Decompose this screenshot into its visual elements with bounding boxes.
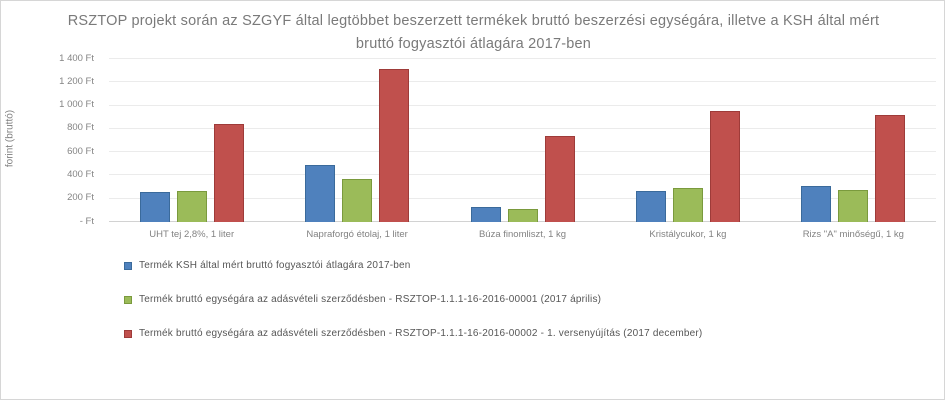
y-tick-label: 400 Ft xyxy=(67,168,94,180)
plot-area xyxy=(109,58,936,222)
x-category-label: Napraforgó étolaj, 1 liter xyxy=(306,229,408,240)
legend-item: Termék bruttó egységára az adásvételi sz… xyxy=(124,294,702,305)
gridline xyxy=(109,127,936,129)
legend-label: Termék bruttó egységára az adásvételi sz… xyxy=(139,328,703,339)
gridline xyxy=(109,197,936,199)
y-tick-label: 1 000 Ft xyxy=(59,99,94,111)
x-category-label: Rizs "A" minőségű, 1 kg xyxy=(802,229,904,240)
legend-swatch-icon xyxy=(124,295,132,304)
legend-label: Termék bruttó egységára az adásvételi sz… xyxy=(139,294,602,305)
gridline xyxy=(109,104,936,106)
y-tick-label: 1 200 Ft xyxy=(59,75,94,87)
bar xyxy=(875,115,906,222)
gridline xyxy=(109,81,936,83)
bar xyxy=(379,68,410,222)
legend-item: Termék bruttó egységára az adásvételi sz… xyxy=(124,328,702,339)
bar xyxy=(838,189,869,222)
legend-item: Termék KSH által mért bruttó fogyasztói … xyxy=(124,260,702,271)
bar-group xyxy=(440,59,605,222)
legend-swatch-icon xyxy=(124,261,132,270)
bar xyxy=(544,135,575,222)
gridline xyxy=(109,58,936,59)
bar xyxy=(176,190,207,222)
gridline xyxy=(109,151,936,153)
bar xyxy=(635,191,666,222)
legend-label: Termék KSH által mért bruttó fogyasztói … xyxy=(139,260,411,271)
y-tick-label: - Ft xyxy=(79,215,94,227)
bar-groups xyxy=(109,59,936,222)
y-tick-label: 200 Ft xyxy=(67,192,94,204)
bar xyxy=(470,206,501,222)
bar-group xyxy=(605,59,770,222)
bar xyxy=(139,191,170,222)
bar xyxy=(342,178,373,222)
y-tick-label: 1 400 Ft xyxy=(59,52,94,64)
x-axis-category-labels: UHT tej 2,8%, 1 liter Napraforgó étolaj, … xyxy=(109,229,936,240)
bar xyxy=(672,188,703,222)
legend: Termék KSH által mért bruttó fogyasztói … xyxy=(124,260,702,362)
bar xyxy=(213,124,244,222)
x-category-label: UHT tej 2,8%, 1 liter xyxy=(149,229,235,240)
bar xyxy=(801,185,832,222)
bar xyxy=(709,110,740,222)
bar xyxy=(507,209,538,222)
x-category-label: Búza finomliszt, 1 kg xyxy=(478,229,567,240)
y-tick-label: 600 Ft xyxy=(67,145,94,157)
gridline xyxy=(109,174,936,176)
y-axis-title: forint (bruttó) xyxy=(4,109,16,168)
bar-group xyxy=(109,59,274,222)
bar-group xyxy=(274,59,439,222)
chart-title: RSZTOP projekt során az SZGYF által legt… xyxy=(67,13,880,52)
y-axis-tick-labels: 1 400 Ft 1 200 Ft 1 000 Ft 800 Ft 600 Ft 400 … xyxy=(41,53,94,227)
x-category-label: Kristálycukor, 1 kg xyxy=(649,229,727,240)
legend-swatch-icon xyxy=(124,329,132,338)
y-tick-label: 800 Ft xyxy=(67,122,94,134)
bar xyxy=(305,164,336,222)
bar-group xyxy=(771,59,936,222)
